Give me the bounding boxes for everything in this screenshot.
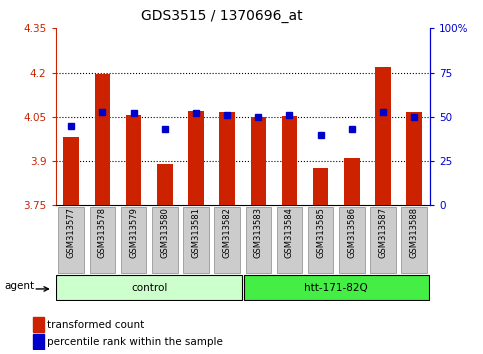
FancyBboxPatch shape [370,207,396,273]
FancyBboxPatch shape [214,207,240,273]
FancyBboxPatch shape [339,207,365,273]
Text: GDS3515 / 1370696_at: GDS3515 / 1370696_at [142,9,303,23]
Bar [344,158,360,205]
Text: GSM313583: GSM313583 [254,207,263,258]
Text: GSM313578: GSM313578 [98,207,107,258]
Text: GSM313579: GSM313579 [129,207,138,258]
Bar [63,137,79,205]
Text: GSM313586: GSM313586 [347,207,356,258]
Bar [313,169,328,205]
Text: GSM313587: GSM313587 [379,207,387,258]
Bar [188,111,204,205]
Bar [375,67,391,205]
Text: transformed count: transformed count [47,320,144,330]
FancyBboxPatch shape [245,207,271,273]
FancyBboxPatch shape [57,275,242,300]
Text: GSM313577: GSM313577 [67,207,76,258]
FancyBboxPatch shape [58,207,84,273]
Bar [95,74,110,205]
Text: control: control [131,282,167,293]
Text: GSM313585: GSM313585 [316,207,325,258]
Text: GSM313582: GSM313582 [223,207,232,258]
FancyBboxPatch shape [308,207,333,273]
Text: percentile rank within the sample: percentile rank within the sample [47,337,223,347]
Text: GSM313580: GSM313580 [160,207,169,258]
FancyBboxPatch shape [121,207,146,273]
FancyBboxPatch shape [243,275,429,300]
Bar [219,112,235,205]
Bar [407,112,422,205]
Bar [282,116,298,205]
Text: agent: agent [4,281,35,291]
FancyBboxPatch shape [152,207,178,273]
FancyBboxPatch shape [401,207,427,273]
Text: GSM313588: GSM313588 [410,207,419,258]
Text: htt-171-82Q: htt-171-82Q [304,282,368,293]
Text: GSM313581: GSM313581 [191,207,200,258]
Bar [126,115,142,205]
Bar [33,334,44,349]
Text: GSM313584: GSM313584 [285,207,294,258]
Bar [251,118,266,205]
Bar [157,164,172,205]
FancyBboxPatch shape [89,207,115,273]
FancyBboxPatch shape [183,207,209,273]
FancyBboxPatch shape [277,207,302,273]
Bar [33,317,44,332]
